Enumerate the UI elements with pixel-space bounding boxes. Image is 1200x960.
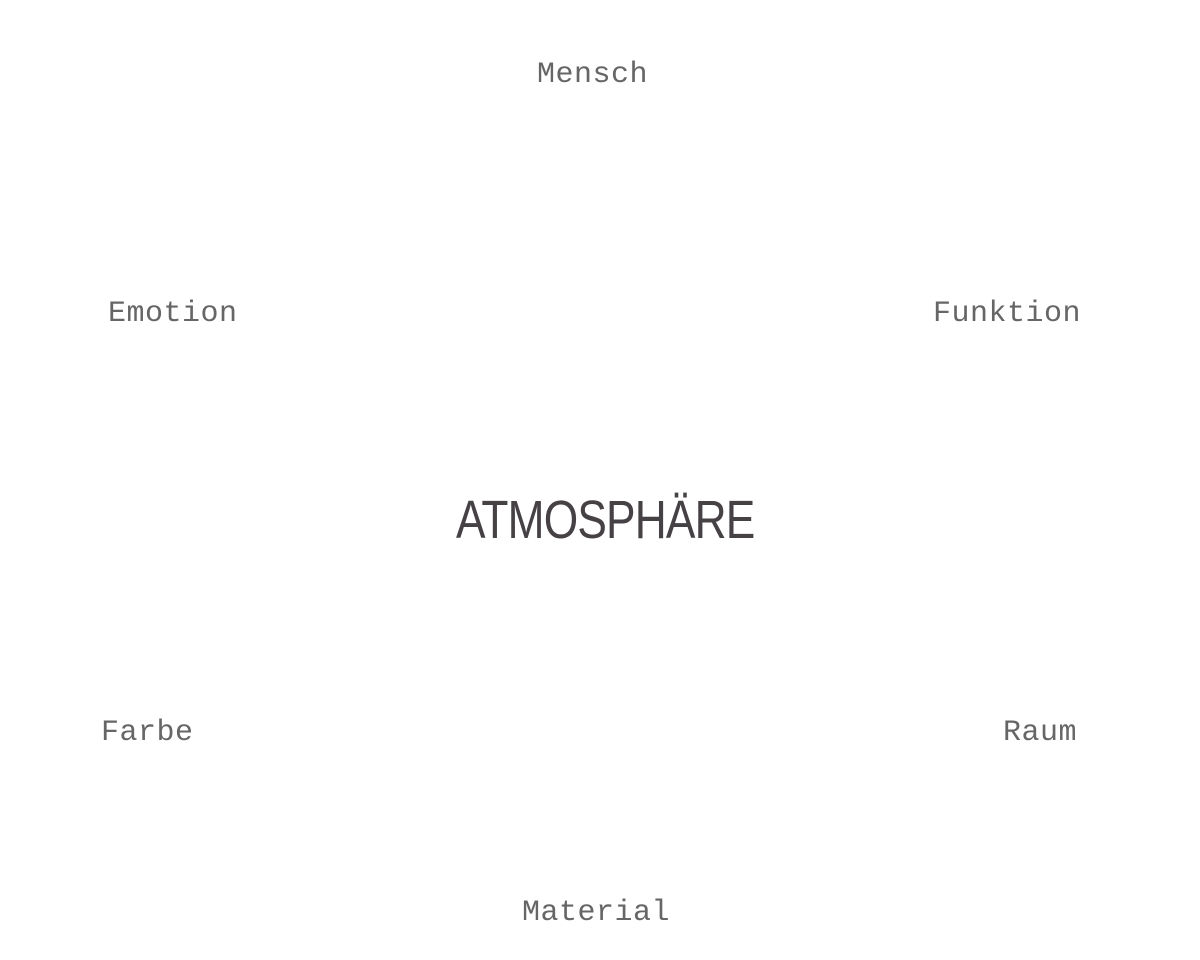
term-material: Material: [522, 896, 671, 930]
term-farbe: Farbe: [101, 716, 194, 750]
center-term-atmosphaere: ATMOSPHÄRE: [456, 490, 755, 550]
term-funktion: Funktion: [933, 297, 1082, 331]
term-raum: Raum: [1003, 716, 1078, 750]
term-emotion: Emotion: [108, 297, 238, 331]
term-mensch: Mensch: [537, 58, 649, 92]
